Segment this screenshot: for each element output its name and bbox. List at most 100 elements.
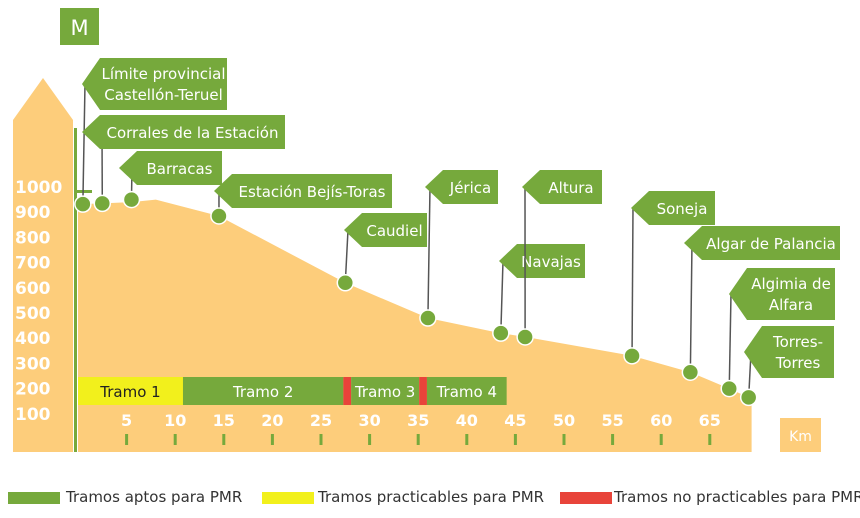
stop-label-box bbox=[684, 226, 840, 260]
section-bar bbox=[182, 377, 344, 405]
stop-label: Límite provincial Castellón-Teruel bbox=[101, 65, 225, 104]
stop-dot bbox=[210, 207, 228, 225]
stop-label: Altura bbox=[548, 179, 593, 197]
y-tick-label: 700 bbox=[15, 254, 51, 274]
stop-label: Navajas bbox=[521, 253, 581, 271]
x-tick-mark bbox=[659, 434, 663, 445]
stop-leader-line bbox=[631, 207, 634, 356]
stop-dot bbox=[720, 379, 738, 398]
y-tick-label: 400 bbox=[15, 329, 51, 349]
x-tick-label: 5 bbox=[121, 411, 132, 430]
stop-dot bbox=[516, 328, 534, 346]
stop-label: Jérica bbox=[449, 179, 491, 197]
section-label: Tramo 1 bbox=[99, 383, 160, 401]
stop-dot bbox=[419, 309, 437, 327]
stop-label: Caudiel bbox=[366, 222, 422, 240]
x-unit-label: Km bbox=[789, 429, 812, 445]
stop-dot bbox=[623, 347, 641, 365]
stop-dot bbox=[739, 388, 758, 407]
x-tick-mark bbox=[125, 434, 129, 445]
stop-label-box bbox=[499, 244, 585, 278]
section-label: Tramo 3 bbox=[354, 383, 415, 401]
y-tick-label: 800 bbox=[15, 228, 51, 248]
stop-label-box bbox=[744, 326, 834, 378]
section-label: Tramo 4 bbox=[436, 383, 497, 401]
x-tick-mark bbox=[270, 434, 274, 445]
stop-label-box bbox=[119, 151, 222, 185]
x-tick-label: 65 bbox=[699, 411, 721, 430]
stop-label-box bbox=[344, 213, 427, 247]
x-tick-label: 40 bbox=[456, 411, 478, 430]
y-axis-line bbox=[74, 128, 77, 452]
section-bar bbox=[351, 377, 420, 405]
stop-dot bbox=[681, 363, 700, 381]
legend-label-practicable: Tramos practicables para PMR bbox=[318, 488, 545, 506]
stop-label: Corrales de la Estación bbox=[106, 124, 278, 142]
stop-label-box bbox=[522, 170, 602, 204]
y-tick-label: 300 bbox=[15, 354, 51, 374]
section-label: Tramo 2 bbox=[232, 383, 293, 401]
stop-label: Estación Bejís-Toras bbox=[239, 183, 386, 201]
stop-dot bbox=[74, 195, 92, 213]
stop-label: Algar de Palancia bbox=[706, 235, 836, 253]
section-bar bbox=[78, 377, 183, 405]
x-tick-mark bbox=[173, 434, 177, 445]
stop-label: Algimia de Alfara bbox=[751, 275, 831, 314]
x-unit-box bbox=[780, 418, 821, 452]
stop-leader-line bbox=[689, 242, 693, 373]
x-tick-label: 25 bbox=[310, 411, 332, 430]
x-tick-mark bbox=[708, 434, 712, 445]
section-bar bbox=[343, 377, 352, 405]
section-bar bbox=[419, 377, 427, 405]
stop-label-box bbox=[729, 268, 835, 320]
stop-label-box bbox=[425, 170, 498, 204]
x-tick-mark bbox=[416, 434, 420, 445]
stop-label: Torres-Torres bbox=[772, 333, 823, 372]
stop-label: Soneja bbox=[657, 200, 708, 218]
stop-label-box bbox=[214, 174, 392, 208]
y-unit-box bbox=[60, 8, 99, 45]
stop-label: Barracas bbox=[147, 160, 213, 178]
stop-dot bbox=[492, 324, 510, 342]
x-tick-label: 50 bbox=[553, 411, 575, 430]
y-tick-label: 1000 bbox=[15, 178, 62, 198]
x-tick-mark bbox=[562, 434, 566, 445]
stop-dot bbox=[122, 190, 141, 209]
y-axis-arrow bbox=[13, 78, 73, 452]
section-bar bbox=[426, 377, 507, 405]
y-tick-label: 100 bbox=[15, 405, 51, 425]
x-tick-label: 45 bbox=[504, 411, 526, 430]
stop-dot bbox=[93, 194, 112, 213]
x-tick-label: 55 bbox=[601, 411, 623, 430]
x-tick-label: 20 bbox=[261, 411, 283, 430]
x-tick-mark bbox=[611, 434, 615, 445]
x-tick-mark bbox=[465, 434, 469, 445]
stop-leader-line bbox=[728, 293, 732, 389]
stop-dot bbox=[336, 274, 355, 292]
y-tick-label: 600 bbox=[15, 279, 51, 299]
x-tick-mark bbox=[222, 434, 226, 445]
stop-label-box bbox=[82, 115, 285, 149]
x-tick-label: 60 bbox=[650, 411, 672, 430]
x-tick-label: 15 bbox=[213, 411, 235, 430]
legend-swatch-no-practicable bbox=[560, 492, 612, 504]
stop-leader-line bbox=[500, 260, 504, 334]
y-tick-label: 500 bbox=[15, 304, 51, 324]
stop-leader-line bbox=[82, 83, 86, 205]
y-unit-label: M bbox=[70, 16, 88, 40]
stop-leader-line bbox=[344, 229, 349, 283]
y-tick-label: 900 bbox=[15, 203, 51, 223]
stop-label-box bbox=[82, 58, 227, 110]
stop-label-box bbox=[631, 191, 715, 225]
x-tick-mark bbox=[368, 434, 372, 445]
stop-leader-line bbox=[427, 186, 431, 319]
x-tick-label: 10 bbox=[164, 411, 186, 430]
legend-swatch-apto bbox=[8, 492, 60, 504]
legend-label-apto: Tramos aptos para PMR bbox=[66, 488, 243, 506]
y-tick-label: 200 bbox=[15, 380, 51, 400]
x-tick-mark bbox=[513, 434, 517, 445]
legend-label-no-practicable: Tramos no practicables para PMR bbox=[614, 488, 860, 506]
x-tick-mark bbox=[319, 434, 323, 445]
x-tick-label: 35 bbox=[407, 411, 429, 430]
